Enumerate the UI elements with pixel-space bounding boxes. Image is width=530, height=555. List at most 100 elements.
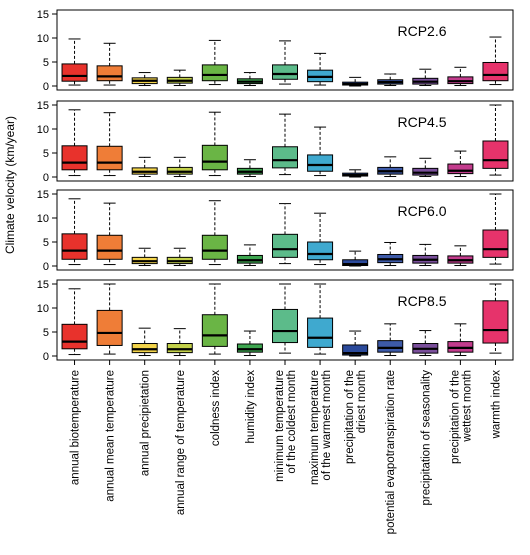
box-body (307, 241, 334, 261)
box-4 (166, 247, 193, 267)
box-9 (342, 76, 369, 87)
x-tick-label-text: potential evapotranspiration rate (385, 370, 397, 534)
y-tick-label: 0 (43, 81, 49, 93)
x-tick-label-text: precipitation of thewettest month (449, 370, 473, 464)
box-1 (61, 198, 88, 266)
box-11 (412, 330, 439, 357)
x-tick-label-line: warmth index (490, 370, 502, 440)
y-tick-label: 0 (43, 261, 49, 273)
box-9 (342, 250, 369, 267)
box-10 (377, 323, 404, 357)
box-5 (201, 283, 228, 355)
box-body (201, 64, 228, 82)
box-7 (272, 40, 298, 85)
box-body (307, 317, 334, 348)
box-2 (96, 42, 123, 86)
y-tick-label: 15 (37, 279, 49, 291)
box-8 (307, 212, 334, 266)
x-tick-label-line: of the warmest month (321, 370, 333, 481)
box-5 (201, 39, 228, 86)
panel-frame (56, 100, 514, 182)
x-tick-label-line: maximum temperature (309, 370, 321, 485)
x-tick-label: coldness index (210, 370, 222, 446)
box-6 (236, 244, 263, 267)
x-tick-label-line: precipitation of the (344, 370, 356, 464)
box-6 (236, 72, 263, 87)
box-body (166, 343, 193, 354)
y-tick-label: 5 (43, 237, 49, 249)
box-12 (447, 323, 474, 357)
x-tick-label-line: annual precipietation (140, 370, 152, 476)
x-tick-label-line: wettest month (461, 370, 473, 443)
x-tick-label: annual precipietation (140, 370, 152, 476)
box-8 (307, 126, 334, 177)
panel-label: RCP2.6 (397, 23, 446, 39)
box-7 (272, 203, 298, 265)
box-7 (272, 283, 298, 354)
box-4 (166, 328, 193, 357)
box-body (96, 234, 123, 260)
x-tick-label-text: precipitation of thedriest month (344, 370, 368, 464)
box-8 (307, 52, 334, 86)
box-13 (482, 104, 509, 176)
x-tick-label: annual biotemperature (70, 370, 82, 485)
y-tick-label: 0 (43, 172, 49, 184)
x-tick-label-text: precipitation of seasonality (420, 370, 432, 506)
box-body (272, 64, 298, 80)
box-12 (447, 245, 474, 267)
panels-layer: 0 5 10 15 RCP2.6 0 5 10 15 RCP4.5 0 5 10 15 RCP6.0 0 5 10… (37, 9, 514, 363)
y-tick-label: 5 (43, 148, 49, 160)
x-tick-label: maximum temperatureof the warmest month (309, 370, 333, 485)
box-body (482, 140, 509, 169)
x-tick-label-text: minimum temperatureof the coldest month (274, 370, 298, 482)
box-body (201, 144, 228, 171)
box-3 (131, 72, 158, 87)
panel-frame (56, 9, 514, 91)
y-tick-label: 5 (43, 57, 49, 69)
box-13 (482, 283, 509, 354)
box-body (61, 63, 88, 82)
box-6 (236, 330, 263, 357)
box-body (482, 229, 509, 258)
x-tick-label: minimum temperatureof the coldest month (274, 370, 298, 482)
box-body (272, 308, 298, 344)
panel-rcp2-6: 0 5 10 15 RCP2.6 (37, 9, 514, 93)
box-13 (482, 36, 509, 86)
box-body (61, 145, 88, 171)
box-2 (96, 283, 123, 355)
box-6 (236, 159, 263, 178)
panel-rcp4-5: 0 5 10 15 RCP4.5 (37, 100, 514, 184)
x-tick-label-text: annual precipietation (140, 370, 152, 476)
box-body (272, 146, 298, 169)
box-4 (166, 156, 193, 178)
panel-frame (56, 189, 514, 271)
x-tick-label-line: humidity index (245, 370, 257, 444)
x-tick-label: precipitation of thedriest month (344, 370, 368, 464)
box-2 (96, 202, 123, 266)
x-tick-label-line: annual biotemperature (70, 370, 82, 485)
y-tick-label: 15 (37, 9, 49, 21)
x-tick-label-text: humidity index (245, 370, 257, 444)
box-10 (377, 73, 404, 87)
x-tick-label-text: annual mean temperature (105, 370, 117, 502)
box-body (342, 344, 369, 356)
box-3 (131, 327, 158, 357)
x-tick-label-text: annual range of temperature (175, 370, 187, 515)
box-12 (447, 150, 474, 178)
box-5 (201, 200, 228, 266)
x-tick-label-line: annual mean temperature (105, 370, 117, 502)
x-tick-label: annual mean temperature (105, 370, 117, 502)
box-11 (412, 243, 439, 267)
box-2 (96, 112, 123, 177)
box-13 (482, 193, 509, 265)
box-1 (61, 109, 88, 177)
x-tick-label-line: of the coldest month (286, 370, 298, 474)
box-body (201, 234, 228, 260)
panel-label: RCP8.5 (397, 293, 446, 309)
y-tick-label: 10 (37, 33, 49, 45)
y-tick-label: 0 (43, 351, 49, 363)
box-body (236, 343, 263, 353)
box-body (307, 154, 334, 172)
